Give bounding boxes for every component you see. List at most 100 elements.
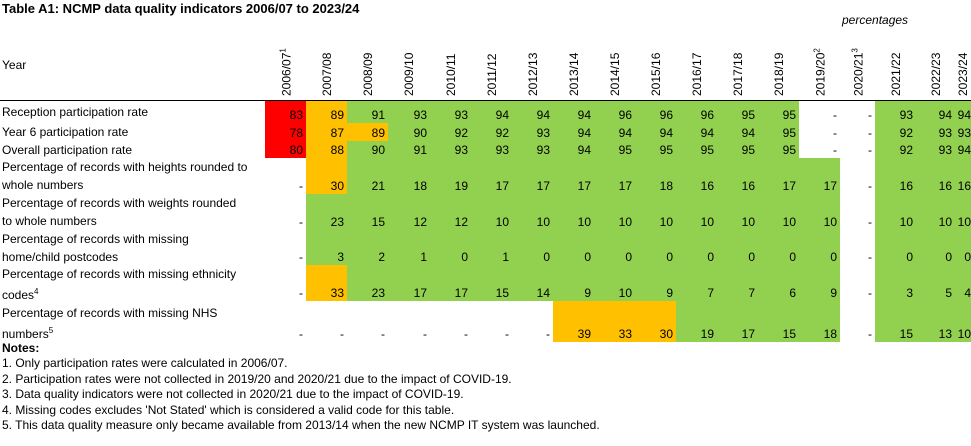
table-cell: 10 <box>799 194 840 230</box>
table-cell: 96 <box>594 101 635 123</box>
row-label: Percentage of records with heights round… <box>2 158 247 194</box>
year-header-label: 2022/23 <box>928 52 943 96</box>
table-cell: 93 <box>388 101 430 123</box>
table-cell: - <box>299 179 303 193</box>
table-cell: - <box>868 179 872 193</box>
note-item: 4. Missing codes excludes 'Not Stated' w… <box>2 402 455 417</box>
table-cell: 10 <box>875 194 916 230</box>
table-cell: 89 <box>306 101 347 123</box>
table-cell: 10 <box>553 194 594 230</box>
year-header: 2014/15 <box>602 36 628 96</box>
table-cell: 33 <box>306 265 347 301</box>
table-cell: 95 <box>758 101 799 123</box>
table-cell: 94 <box>955 141 971 158</box>
table-cell: 30 <box>306 158 347 194</box>
table-cell: 0 <box>875 230 916 265</box>
table-cell: 33 <box>594 301 635 342</box>
table-cell: 10 <box>955 301 971 342</box>
table-cell: 88 <box>306 141 347 158</box>
footnote-marker: 5 <box>48 325 54 335</box>
year-header: 2022/23 <box>923 36 949 96</box>
table-cell: 39 <box>553 301 594 342</box>
footnote-marker: 2 <box>812 48 821 53</box>
table-cell: - <box>868 215 872 229</box>
table-cell: 7 <box>717 265 758 301</box>
table-cell: 93 <box>430 101 471 123</box>
table-cell: - <box>299 286 303 300</box>
notes-title: Notes: <box>2 341 40 355</box>
row-label-line: Percentage of records with missing <box>2 231 189 246</box>
row-label-line: Percentage of records with weights round… <box>2 196 237 210</box>
year-header-label: 2008/09 <box>360 52 375 96</box>
table-cell: 93 <box>471 141 512 158</box>
table-cell: 10 <box>676 194 717 230</box>
table-cell: 91 <box>388 141 430 158</box>
table-cell: 17 <box>553 158 594 194</box>
year-header: 2008/09 <box>355 36 381 96</box>
table-cell: 10 <box>758 194 799 230</box>
table-cell: 0 <box>635 230 676 265</box>
year-header: 2017/18 <box>725 36 751 96</box>
table-cell: 23 <box>306 194 347 230</box>
year-header: 2019/202 <box>807 36 833 96</box>
table-cell: 15 <box>875 301 916 342</box>
table-cell: - <box>299 215 303 229</box>
year-header: 2016/17 <box>684 36 710 96</box>
row-label-line: Percentage of records with missing NHS <box>2 305 218 320</box>
row-label: Percentage of records with missing ethni… <box>2 265 236 304</box>
year-header-label: 2010/11 <box>443 53 458 97</box>
table-cell: 94 <box>553 101 594 123</box>
table-cell: 10 <box>471 194 512 230</box>
table-cell: 10 <box>916 194 955 230</box>
year-header: 2015/16 <box>643 36 669 96</box>
year-header: 2007/08 <box>314 36 340 96</box>
table-cell: 18 <box>635 158 676 194</box>
table-cell: - <box>868 250 872 264</box>
year-header-label: 2009/10 <box>402 52 416 96</box>
table-cell: 10 <box>512 194 553 230</box>
year-header-label: 2020/21 <box>851 52 865 96</box>
row-label: Percentage of records with weights round… <box>2 194 236 230</box>
table-cell: 12 <box>430 194 471 230</box>
table-cell: 94 <box>676 123 717 141</box>
table-cell: 15 <box>347 194 388 230</box>
table-cell: - <box>868 286 872 300</box>
table-cell: 93 <box>512 123 553 141</box>
table-cell: 17 <box>471 158 512 194</box>
table-cell: 17 <box>799 158 840 194</box>
table-cell: - <box>868 327 872 341</box>
year-header: 2020/213 <box>845 36 871 96</box>
table-cell: 17 <box>758 158 799 194</box>
note-item: 1. Only participation rates were calcula… <box>2 356 288 371</box>
table-cell: - <box>340 327 344 341</box>
table-cell: 93 <box>512 141 553 158</box>
table-cell: 23 <box>347 265 388 301</box>
table-cell: 92 <box>875 123 916 141</box>
table-cell: 0 <box>676 230 717 265</box>
table-cell: 17 <box>717 301 758 342</box>
table-cell: 10 <box>594 194 635 230</box>
table-cell: 10 <box>594 265 635 301</box>
year-column-header: Year <box>2 58 27 72</box>
row-label-line: Percentage of records with heights round… <box>2 160 248 174</box>
footnote-marker: 1 <box>278 48 287 53</box>
table-cell: 0 <box>717 230 758 265</box>
table-title: Table A1: NCMP data quality indicators 2… <box>2 1 360 16</box>
table-cell: 15 <box>758 301 799 342</box>
year-header: 2012/13 <box>520 36 546 96</box>
table-cell: 94 <box>471 101 512 123</box>
row-label-line: whole numbers <box>2 178 84 192</box>
year-header-label: 2016/17 <box>689 52 704 96</box>
table-cell: 0 <box>553 230 594 265</box>
table-cell: - <box>505 327 509 341</box>
table-cell: 2 <box>347 230 388 265</box>
year-header-label: 2019/20 <box>813 52 827 96</box>
table-cell: 14 <box>512 265 553 301</box>
row-label-line: codes <box>2 288 35 302</box>
table-cell: - <box>464 327 468 341</box>
table-cell: - <box>546 327 550 341</box>
table-cell: 16 <box>875 158 916 194</box>
table-cell: - <box>833 108 837 122</box>
row-label-line: Percentage of records with missing ethni… <box>2 267 237 281</box>
table-cell: 16 <box>916 158 955 194</box>
